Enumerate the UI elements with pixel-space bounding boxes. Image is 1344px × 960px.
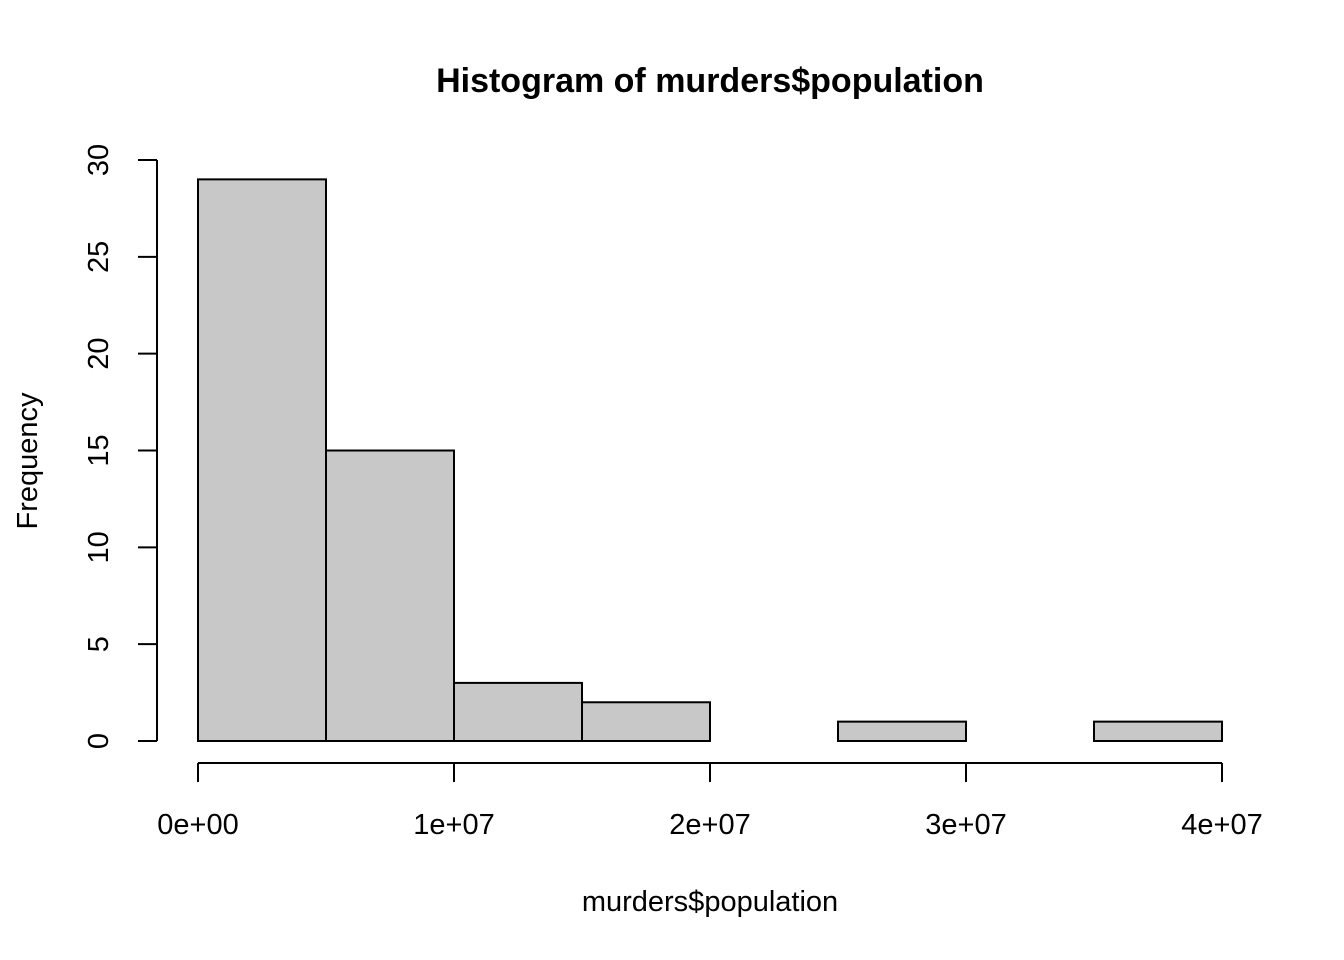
- chart-title: Histogram of murders$population: [436, 62, 984, 100]
- y-tick-label: 15: [83, 434, 115, 466]
- x-tick-label: 2e+07: [669, 809, 750, 841]
- bars-group: [197, 178, 1223, 743]
- x-tick-label: 0e+00: [157, 809, 238, 841]
- histogram-bar: [197, 178, 327, 743]
- y-axis: 0 5 10 15 20 25 30: [83, 144, 158, 749]
- x-tick-label: 4e+07: [1181, 809, 1262, 841]
- y-tick-label: 20: [83, 338, 115, 370]
- y-tick-label: 5: [83, 636, 115, 652]
- x-tick-label: 3e+07: [925, 809, 1006, 841]
- y-tick-label: 10: [83, 531, 115, 563]
- y-tick-label: 30: [83, 144, 115, 176]
- y-axis-label: Frequency: [12, 392, 44, 530]
- histogram-bar: [837, 720, 967, 743]
- x-axis-label: murders$population: [582, 886, 838, 918]
- x-axis: 0e+00 1e+07 2e+07 3e+07 4e+07: [157, 762, 1263, 841]
- histogram-bar: [1093, 720, 1223, 743]
- histogram-bar: [325, 449, 455, 742]
- y-tick-label: 0: [83, 733, 115, 749]
- x-tick-label: 1e+07: [413, 809, 494, 841]
- y-tick-label: 25: [83, 241, 115, 273]
- histogram-bar: [581, 701, 711, 742]
- histogram-bar: [453, 681, 583, 743]
